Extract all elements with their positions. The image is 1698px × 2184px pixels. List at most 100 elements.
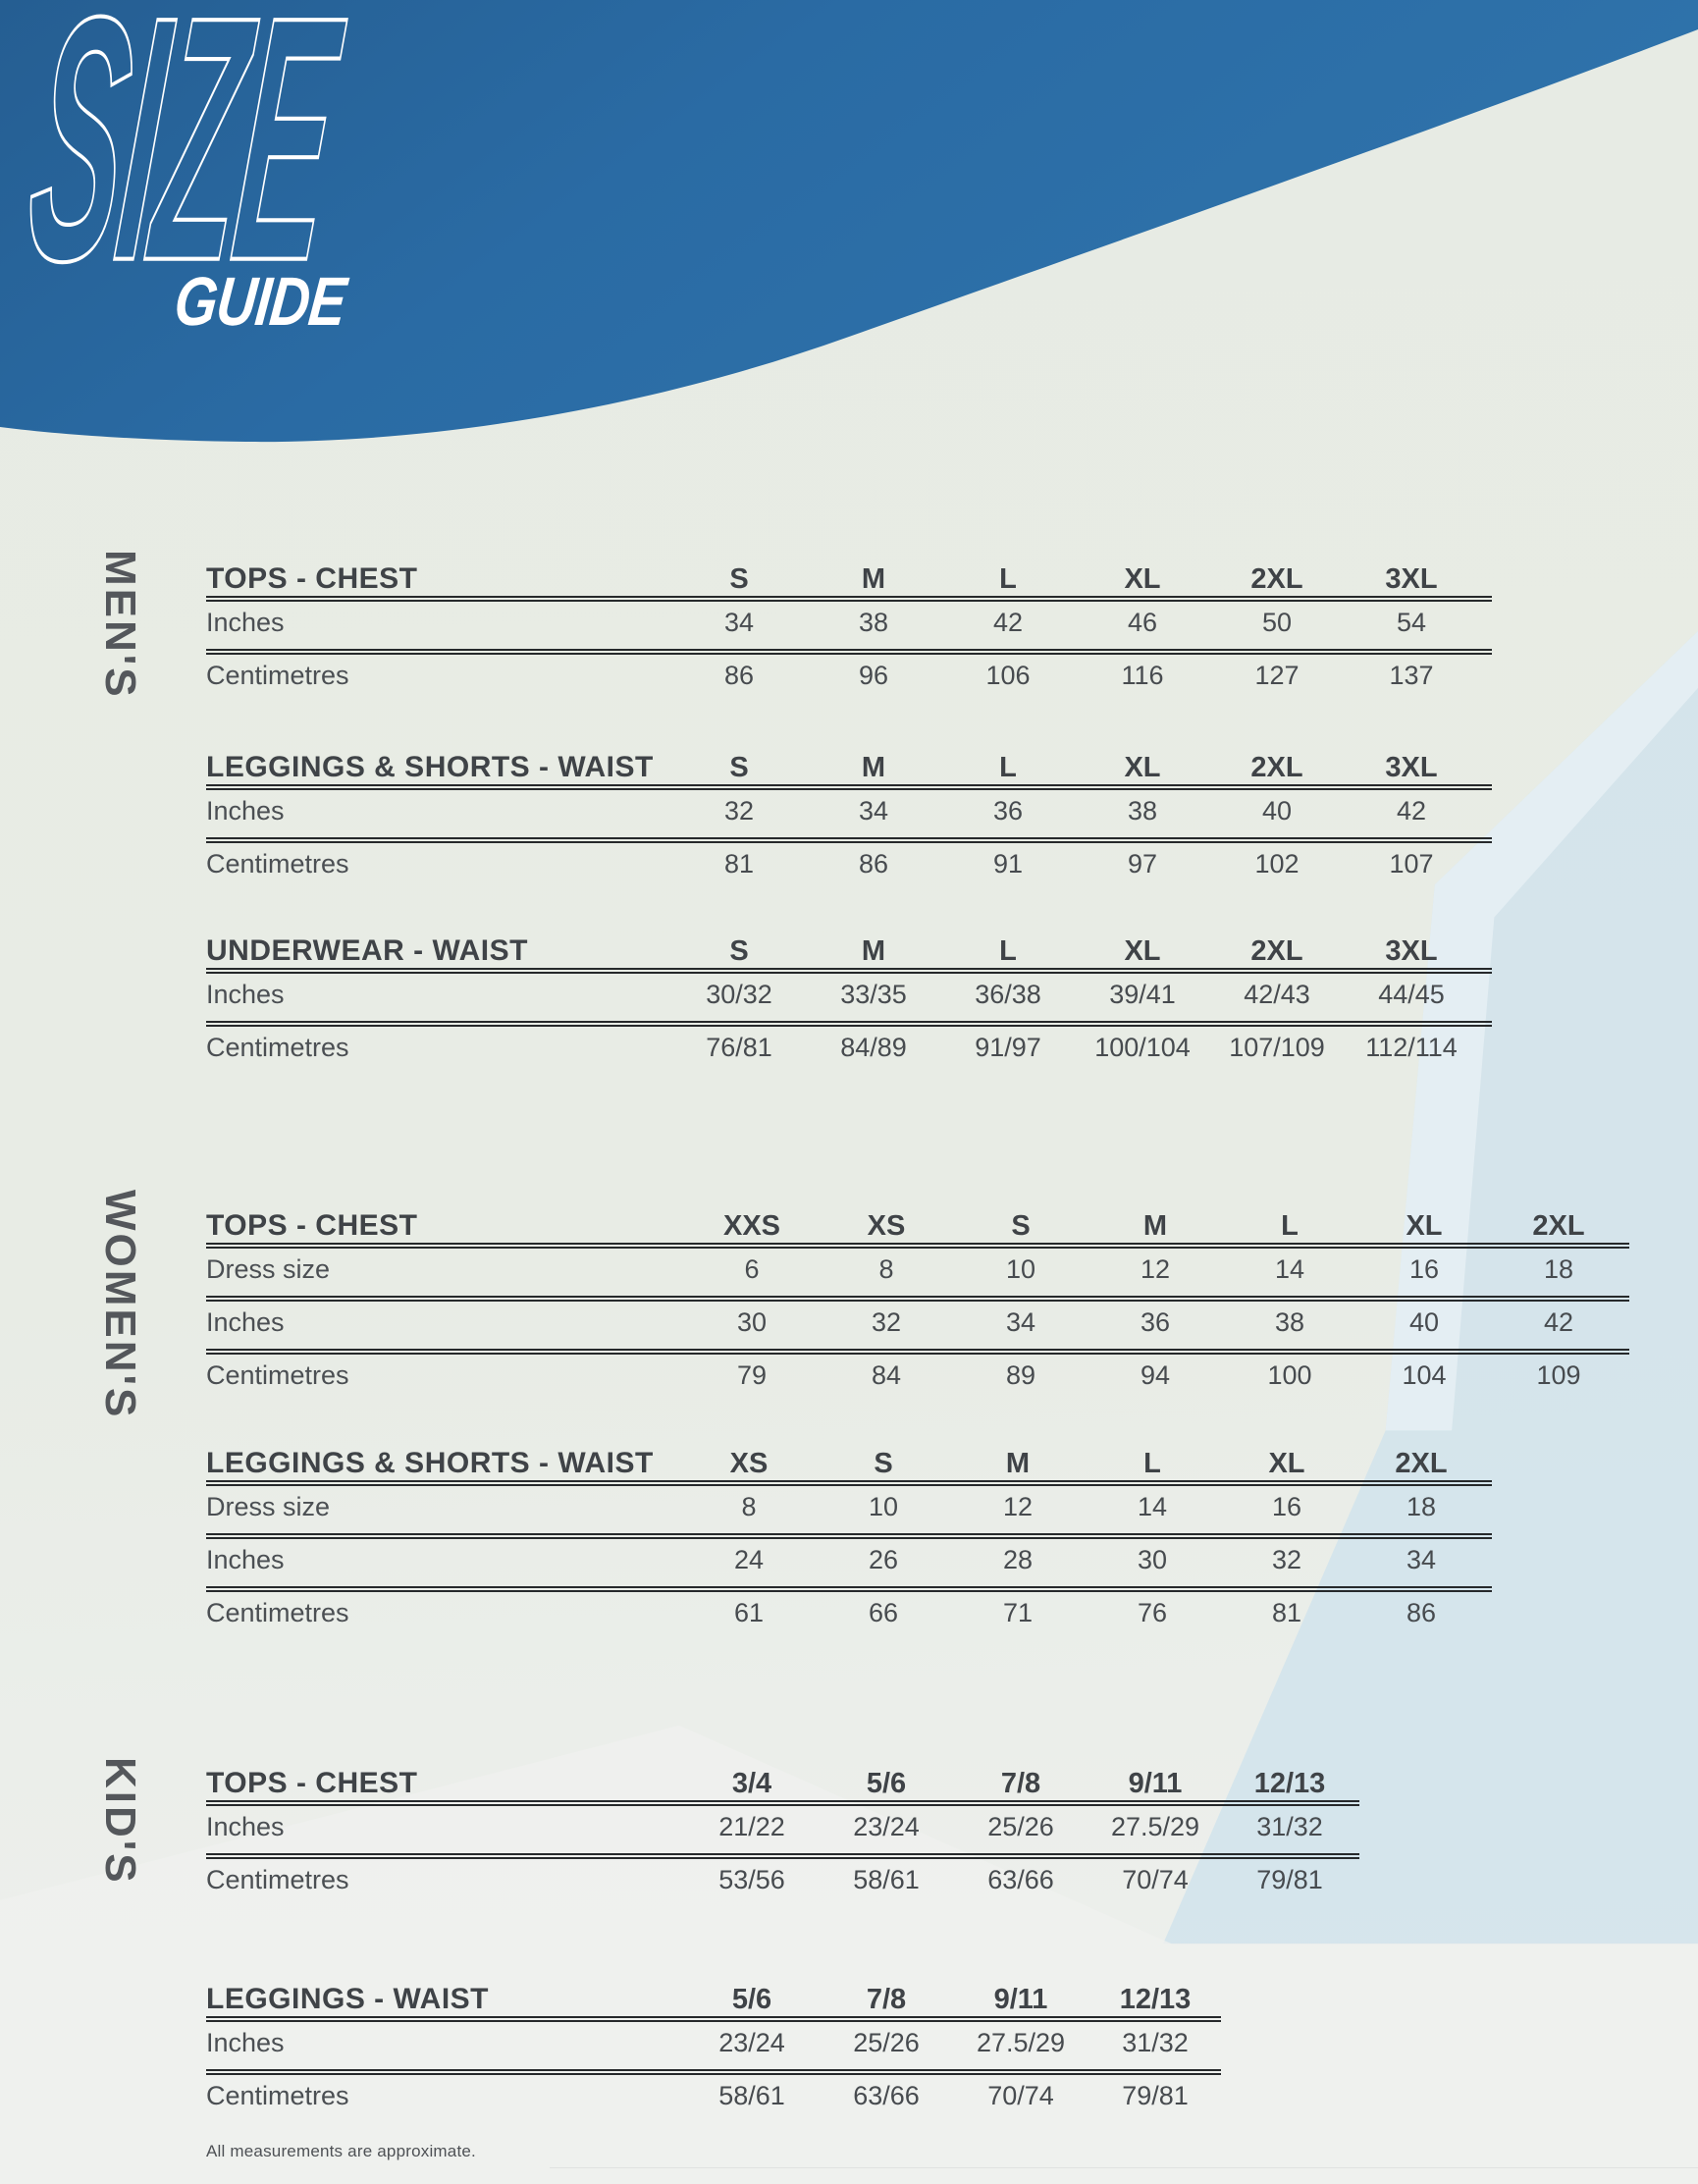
table-cell: 86 — [858, 849, 889, 879]
table-title-kids-tops: TOPS - CHEST — [206, 1767, 418, 1799]
table-cell: 91/97 — [975, 1033, 1041, 1062]
table-cell: 25/26 — [853, 2028, 920, 2057]
table-row: Dress size 6 8 10 12 14 16 18 — [206, 1252, 1629, 1286]
table-cell: 70/74 — [1122, 1865, 1189, 1894]
table-cell: 112/114 — [1365, 1033, 1458, 1062]
table-rule — [206, 968, 1492, 974]
column-header: L — [999, 752, 1017, 783]
column-header: S — [729, 563, 749, 595]
column-header: L — [1143, 1448, 1161, 1479]
table-rule — [206, 784, 1492, 790]
table-row: Centimetres 79 84 89 94 100 104 109 — [206, 1358, 1629, 1392]
table-cell: 66 — [868, 1598, 899, 1627]
table-title-mens-tops: TOPS - CHEST — [206, 562, 418, 595]
table-mens-leggings: LEGGINGS & SHORTS - WAIST S M L XL 2XL 3XL Inch… — [206, 751, 1492, 886]
row-label: Centimetres — [206, 2081, 349, 2110]
table-cell: 94 — [1140, 1360, 1171, 1390]
row-label: Inches — [206, 1307, 285, 1337]
table-title-mens-leggings: LEGGINGS & SHORTS - WAIST — [206, 751, 654, 783]
table-cell: 42 — [1543, 1307, 1574, 1337]
table-rule — [206, 1243, 1629, 1249]
table-cell: 30/32 — [706, 980, 772, 1009]
table-cell: 38 — [858, 608, 889, 637]
row-label: Inches — [206, 796, 285, 826]
table-row: Inches 23/24 25/26 27.5/29 31/32 — [206, 2026, 1221, 2059]
column-header: M — [861, 935, 886, 967]
table-title-womens-leggings: LEGGINGS & SHORTS - WAIST — [206, 1447, 654, 1479]
table-cell: 28 — [1002, 1545, 1034, 1574]
table-cell: 18 — [1543, 1254, 1574, 1284]
column-header: 2XL — [1250, 563, 1303, 595]
column-header: XXS — [722, 1210, 781, 1242]
table-rule — [206, 1480, 1492, 1486]
section-label-mens: MEN'S — [96, 550, 144, 700]
table-cell: 34 — [1406, 1545, 1437, 1574]
row-label: Centimetres — [206, 849, 349, 879]
table-cell: 21/22 — [718, 1812, 785, 1841]
table-cell: 58/61 — [853, 1865, 920, 1894]
table-row: Centimetres 86 96 106 116 127 137 — [206, 659, 1492, 692]
table-cell: 33/35 — [840, 980, 907, 1009]
column-header: 2XL — [1250, 752, 1303, 783]
table-kids-tops: TOPS - CHEST 3/4 5/6 7/8 9/11 12/13 Inches 21/2… — [206, 1767, 1359, 1902]
table-row: Inches 24 26 28 30 32 34 — [206, 1543, 1492, 1576]
table-row: Dress size 8 10 12 14 16 18 — [206, 1490, 1492, 1523]
table-cell: 81 — [1271, 1598, 1302, 1627]
table-cell: 84 — [871, 1360, 902, 1390]
table-cell: 31/32 — [1122, 2028, 1189, 2057]
column-header: L — [999, 563, 1017, 595]
table-cell: 100 — [1267, 1360, 1312, 1390]
table-cell: 10 — [1005, 1254, 1036, 1284]
table-cell: 23/24 — [718, 2028, 785, 2057]
table-cell: 109 — [1536, 1360, 1581, 1390]
table-rule — [206, 649, 1492, 655]
table-cell: 12 — [1002, 1492, 1034, 1521]
table-cell: 14 — [1137, 1492, 1168, 1521]
table-rule — [206, 1586, 1492, 1592]
column-header: 9/11 — [993, 1984, 1048, 2015]
table-cell: 107 — [1389, 849, 1434, 879]
table-cell: 96 — [858, 661, 889, 690]
table-rule — [206, 1853, 1359, 1859]
table-row: Inches 30 32 34 36 38 40 42 — [206, 1305, 1629, 1339]
table-mens-underwear: UNDERWEAR - WAIST S M L XL 2XL 3XL Inches 30/32 3… — [206, 934, 1492, 1070]
table-row: Centimetres 81 86 91 97 102 107 — [206, 847, 1492, 880]
column-header: 7/8 — [1000, 1768, 1041, 1799]
column-header: S — [1011, 1210, 1031, 1242]
column-header: 9/11 — [1128, 1768, 1183, 1799]
table-cell: 8 — [878, 1254, 894, 1284]
background-photo-edge — [550, 2167, 1698, 2168]
table-cell: 34 — [723, 608, 755, 637]
table-cell: 76 — [1137, 1598, 1168, 1627]
table-cell: 107/109 — [1229, 1033, 1325, 1062]
table-row: Inches 30/32 33/35 36/38 39/41 42/43 44/45 — [206, 978, 1492, 1011]
section-label-womens: WOMEN'S — [96, 1190, 144, 1420]
table-rule — [206, 1800, 1359, 1806]
table-cell: 18 — [1406, 1492, 1437, 1521]
row-label: Inches — [206, 1812, 285, 1841]
table-cell: 54 — [1396, 608, 1427, 637]
row-label: Inches — [206, 2028, 285, 2057]
column-header: L — [1281, 1210, 1299, 1242]
table-cell: 76/81 — [706, 1033, 772, 1062]
table-cell: 42 — [992, 608, 1024, 637]
table-row: Inches 34 38 42 46 50 54 — [206, 606, 1492, 639]
table-rule — [206, 837, 1492, 843]
table-cell: 91 — [992, 849, 1024, 879]
table-cell: 53/56 — [718, 1865, 785, 1894]
table-cell: 6 — [744, 1254, 760, 1284]
table-kids-leggings: LEGGINGS - WAIST 5/6 7/8 9/11 12/13 Inches 23/… — [206, 1983, 1221, 2118]
table-cell: 71 — [1002, 1598, 1034, 1627]
table-cell: 27.5/29 — [1110, 1812, 1200, 1841]
table-row: Centimetres 76/81 84/89 91/97 100/104 107/109… — [206, 1031, 1492, 1064]
column-header: 3/4 — [731, 1768, 772, 1799]
table-row: Centimetres 58/61 63/66 70/74 79/81 — [206, 2079, 1221, 2112]
column-header: XL — [1124, 752, 1161, 783]
table-cell: 102 — [1254, 849, 1300, 879]
table-mens-tops: TOPS - CHEST S M L XL 2XL 3XL Inches 34 38 42 46 50 5… — [206, 562, 1492, 698]
table-cell: 81 — [723, 849, 755, 879]
table-cell: 86 — [1406, 1598, 1437, 1627]
column-header: M — [1142, 1210, 1168, 1242]
table-cell: 36/38 — [975, 980, 1041, 1009]
